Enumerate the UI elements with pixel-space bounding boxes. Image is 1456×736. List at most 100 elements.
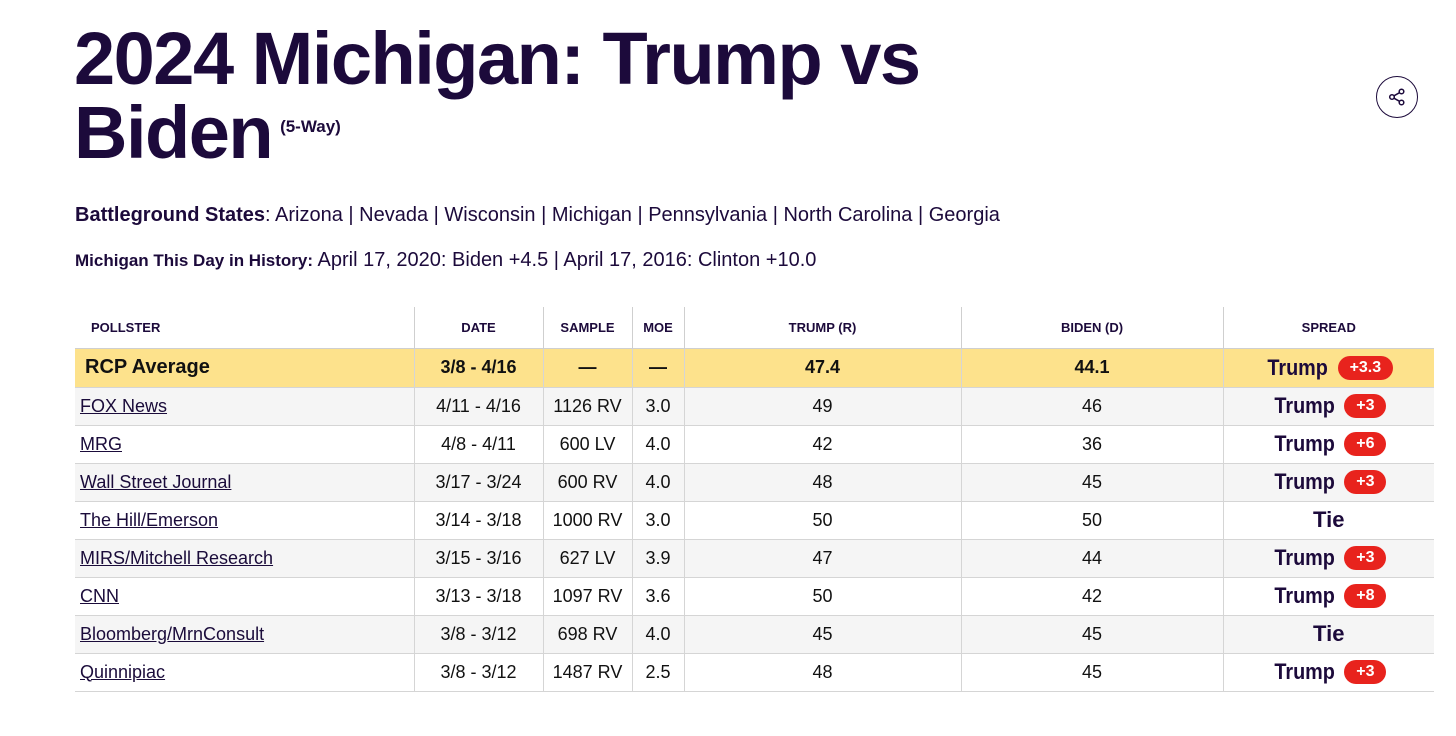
sample-cell: 698 RV xyxy=(543,615,633,654)
table-row: MRG 4/8 - 4/11 600 LV 4.0 42 36 Trump +6 xyxy=(75,425,1434,464)
pollster-link[interactable]: Bloomberg/MrnConsult xyxy=(80,623,265,644)
pollster-cell: Wall Street Journal xyxy=(75,463,415,502)
spread: Trump +3 xyxy=(1271,659,1387,685)
rcp-average-row: RCP Average 3/8 - 4/16 — — 47.4 44.1 Tru… xyxy=(75,348,1434,388)
moe-cell: 3.0 xyxy=(632,501,685,540)
moe-cell: 3.9 xyxy=(632,539,685,578)
pollster-link[interactable]: Quinnipiac xyxy=(80,661,166,682)
column-header-biden[interactable]: BIDEN (D) xyxy=(961,307,1224,349)
biden-cell: 36 xyxy=(961,425,1224,464)
column-header-spread[interactable]: SPREAD xyxy=(1223,307,1434,349)
biden-cell: 44.1 xyxy=(961,348,1224,388)
pollster-cell: Bloomberg/MrnConsult xyxy=(75,615,415,654)
pollster-link[interactable]: CNN xyxy=(80,585,119,606)
sample-cell: 1097 RV xyxy=(543,577,633,616)
share-button[interactable] xyxy=(1376,76,1418,118)
spread-leader: Trump xyxy=(1274,469,1335,494)
sample-cell: 1487 RV xyxy=(543,653,633,692)
biden-cell: 45 xyxy=(961,653,1224,692)
sample-cell: 1126 RV xyxy=(543,387,633,426)
spread-badge: +6 xyxy=(1344,432,1387,456)
pollster-cell: The Hill/Emerson xyxy=(75,501,415,540)
sample-cell: 1000 RV xyxy=(543,501,633,540)
trump-cell: 47.4 xyxy=(684,348,962,388)
table-row: Bloomberg/MrnConsult 3/8 - 3/12 698 RV 4.0 4… xyxy=(75,615,1434,654)
spread-leader: Trump xyxy=(1274,583,1335,608)
date-cell: 3/8 - 3/12 xyxy=(414,615,544,654)
spread-cell: Trump +3.3 xyxy=(1223,348,1434,388)
spread: Trump +8 xyxy=(1271,583,1387,609)
biden-cell: 45 xyxy=(961,463,1224,502)
spread-cell: Trump +3 xyxy=(1223,653,1434,692)
moe-cell: 4.0 xyxy=(632,425,685,464)
page-title: 2024 Michigan: Trump vs Biden (5-Way) xyxy=(74,22,1074,170)
spread-leader: Tie xyxy=(1313,621,1345,646)
moe-cell: 4.0 xyxy=(632,463,685,502)
spread-cell: Trump +3 xyxy=(1223,539,1434,578)
biden-cell: 44 xyxy=(961,539,1224,578)
column-header-moe[interactable]: MOE xyxy=(632,307,685,349)
table-row: Quinnipiac 3/8 - 3/12 1487 RV 2.5 48 45 Trump +… xyxy=(75,653,1434,692)
page-subtitle: (5-Way) xyxy=(280,117,341,136)
sample-cell: 600 LV xyxy=(543,425,633,464)
spread: Trump +6 xyxy=(1271,431,1387,457)
moe-cell: 4.0 xyxy=(632,615,685,654)
moe-cell: 3.6 xyxy=(632,577,685,616)
this-day-in-history: Michigan This Day in History: April 17, … xyxy=(75,249,816,272)
biden-cell: 42 xyxy=(961,577,1224,616)
spread-badge: +3 xyxy=(1344,394,1387,418)
spread-badge: +3.3 xyxy=(1337,355,1394,380)
spread-badge: +3 xyxy=(1344,660,1387,684)
pollster-cell: RCP Average xyxy=(75,348,415,388)
page-title-text: 2024 Michigan: Trump vs Biden xyxy=(74,17,921,174)
spread-leader: Trump xyxy=(1274,431,1335,456)
spread: Trump +3 xyxy=(1271,393,1387,419)
table-row: The Hill/Emerson 3/14 - 3/18 1000 RV 3.0 50 5… xyxy=(75,501,1434,540)
battleground-states: Battleground States: Arizona | Nevada | … xyxy=(75,204,1000,226)
spread: Tie xyxy=(1313,621,1344,647)
date-cell: 3/8 - 4/16 xyxy=(414,348,544,388)
column-header-sample[interactable]: SAMPLE xyxy=(543,307,633,349)
pollster-cell: MIRS/Mitchell Research xyxy=(75,539,415,578)
polls-table: POLLSTER DATE SAMPLE MOE TRUMP (R) BIDEN… xyxy=(75,307,1434,692)
pollster-cell: MRG xyxy=(75,425,415,464)
biden-cell: 45 xyxy=(961,615,1224,654)
column-header-pollster[interactable]: POLLSTER xyxy=(75,307,415,349)
spread-badge: +3 xyxy=(1344,470,1387,494)
spread-cell: Trump +3 xyxy=(1223,463,1434,502)
spread-cell: Tie xyxy=(1223,501,1434,540)
history-text: April 17, 2020: Biden +4.5 | April 17, 2… xyxy=(317,249,817,271)
spread: Trump +3.3 xyxy=(1264,355,1394,381)
spread-leader: Trump xyxy=(1274,393,1335,418)
sample-cell: 627 LV xyxy=(543,539,633,578)
spread-cell: Trump +6 xyxy=(1223,425,1434,464)
pollster-link[interactable]: Wall Street Journal xyxy=(80,471,232,492)
date-cell: 3/8 - 3/12 xyxy=(414,653,544,692)
spread-leader: Trump xyxy=(1274,659,1335,684)
pollster-link[interactable]: MRG xyxy=(80,433,122,454)
moe-cell: 2.5 xyxy=(632,653,685,692)
sample-cell: — xyxy=(543,348,633,388)
date-cell: 3/13 - 3/18 xyxy=(414,577,544,616)
spread: Trump +3 xyxy=(1271,545,1387,571)
pollster-link[interactable]: FOX News xyxy=(80,395,168,416)
pollster-link[interactable]: The Hill/Emerson xyxy=(80,509,219,530)
date-cell: 3/14 - 3/18 xyxy=(414,501,544,540)
date-cell: 4/11 - 4/16 xyxy=(414,387,544,426)
pollster-cell: CNN xyxy=(75,577,415,616)
spread-badge: +8 xyxy=(1344,584,1387,608)
column-header-date[interactable]: DATE xyxy=(414,307,544,349)
table-row: MIRS/Mitchell Research 3/15 - 3/16 627 LV 3… xyxy=(75,539,1434,578)
battleground-list[interactable]: Arizona | Nevada | Wisconsin | Michigan … xyxy=(275,204,1000,226)
column-header-trump[interactable]: TRUMP (R) xyxy=(684,307,962,349)
spread: Tie xyxy=(1313,507,1344,533)
date-cell: 3/17 - 3/24 xyxy=(414,463,544,502)
biden-cell: 50 xyxy=(961,501,1224,540)
pollster-link[interactable]: MIRS/Mitchell Research xyxy=(80,547,274,568)
sample-cell: 600 RV xyxy=(543,463,633,502)
date-cell: 3/15 - 3/16 xyxy=(414,539,544,578)
history-label: Michigan This Day in History: xyxy=(75,251,314,270)
trump-cell: 49 xyxy=(684,387,962,426)
trump-cell: 42 xyxy=(684,425,962,464)
moe-cell: 3.0 xyxy=(632,387,685,426)
